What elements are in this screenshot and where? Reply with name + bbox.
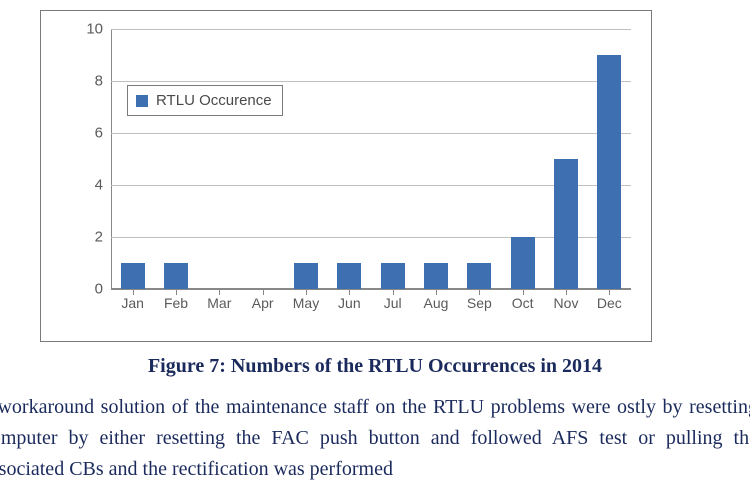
x-tick-label: Feb <box>164 295 188 311</box>
x-tick-label: Sep <box>467 295 492 311</box>
gridline <box>111 237 631 238</box>
chart-bar <box>511 237 535 289</box>
gridline <box>111 133 631 134</box>
chart-legend: RTLU Occurence <box>127 85 283 116</box>
x-tick-label: May <box>293 295 319 311</box>
y-axis-line <box>111 29 112 289</box>
page: 0 2 4 6 8 10 Jan Feb Mar Apr May Jun Jul Aug Sep Oct Nov… <box>0 0 750 500</box>
figure-caption: Figure 7: Numbers of the RTLU Occurrence… <box>0 355 750 378</box>
legend-swatch-icon <box>136 95 148 107</box>
x-tick-label: Dec <box>597 295 622 311</box>
chart-bar <box>121 263 145 289</box>
plot-area: 0246810JanFebMarAprMayJunJulAugSepOctNov… <box>111 29 631 289</box>
chart-bar <box>381 263 405 289</box>
chart-bar <box>337 263 361 289</box>
x-tick-label: Nov <box>554 295 579 311</box>
x-tick-label: Jun <box>338 295 361 311</box>
x-tick-label: Jan <box>121 295 144 311</box>
chart-bar <box>467 263 491 289</box>
x-tick-label: Apr <box>252 295 274 311</box>
y-tick-label: 8 <box>73 73 103 90</box>
x-tick-label: Aug <box>424 295 449 311</box>
chart-bar <box>554 159 578 289</box>
gridline <box>111 81 631 82</box>
gridline <box>111 29 631 30</box>
chart-bar <box>164 263 188 289</box>
x-tick-label: Jul <box>384 295 402 311</box>
legend-label: RTLU Occurence <box>156 92 272 109</box>
chart-bar <box>597 55 621 289</box>
x-tick-label: Oct <box>512 295 534 311</box>
gridline <box>111 185 631 186</box>
y-tick-label: 6 <box>73 125 103 142</box>
y-tick-label: 0 <box>73 281 103 298</box>
y-tick-label: 2 <box>73 229 103 246</box>
y-tick-label: 10 <box>73 21 103 38</box>
chart-container: 0 2 4 6 8 10 Jan Feb Mar Apr May Jun Jul Aug Sep Oct Nov… <box>40 10 652 342</box>
chart-bar <box>424 263 448 289</box>
gridline <box>111 289 631 290</box>
y-tick-label: 4 <box>73 177 103 194</box>
chart-bar <box>294 263 318 289</box>
x-tick-label: Mar <box>207 295 231 311</box>
body-paragraph: e workaround solution of the maintenance… <box>0 392 750 485</box>
